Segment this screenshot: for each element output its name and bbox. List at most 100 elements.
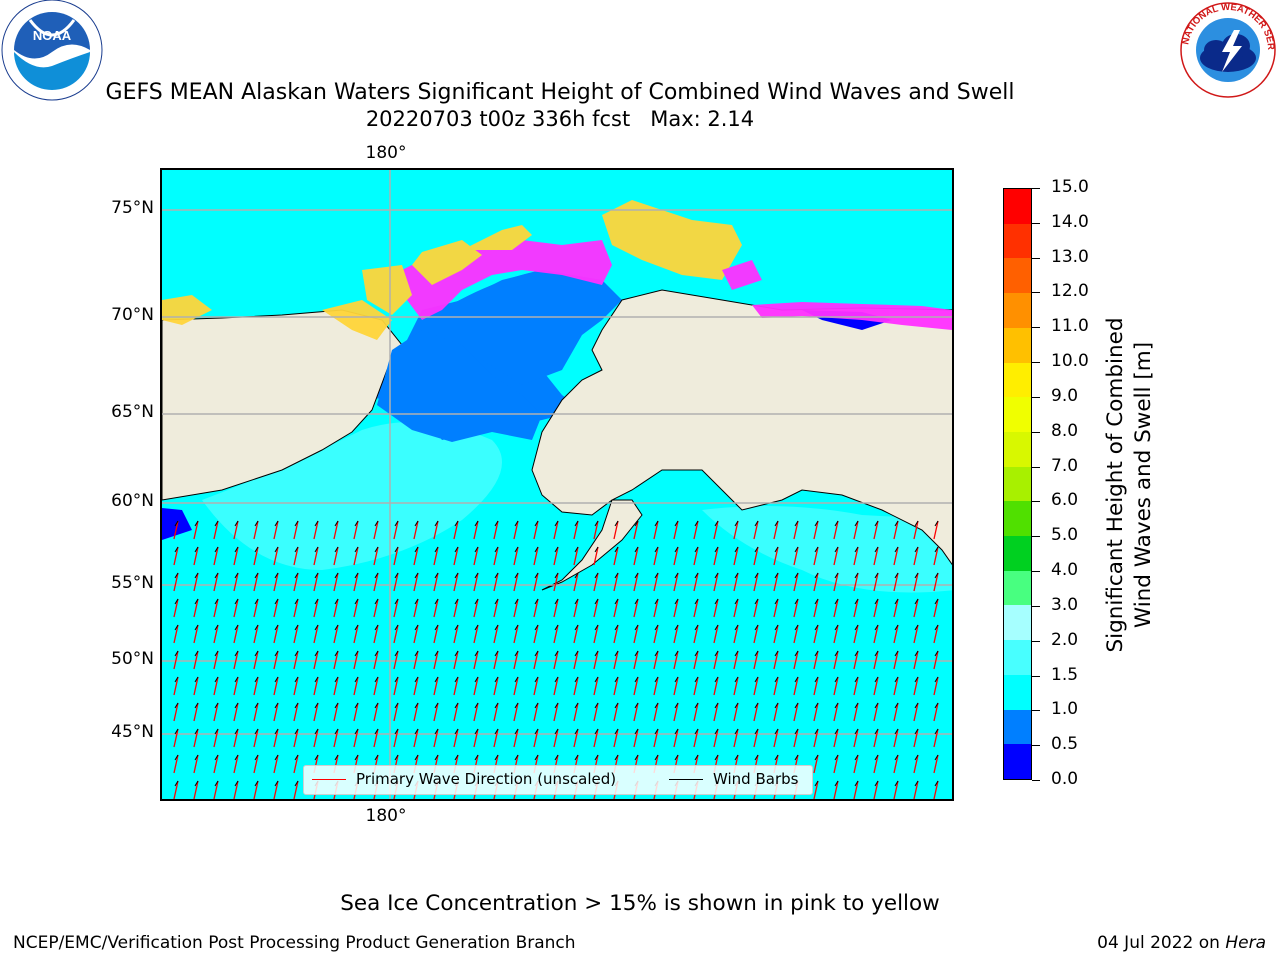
- wind-barb: [674, 572, 679, 579]
- wind-barb: [794, 728, 799, 735]
- wind-barb: [294, 650, 299, 657]
- wind-barb: [434, 546, 439, 553]
- wave-direction-arrow: [613, 702, 619, 722]
- wave-direction-arrow: [913, 572, 919, 592]
- wave-direction-arrow: [633, 598, 639, 618]
- wind-barb: [454, 520, 459, 527]
- wave-direction-arrow: [473, 624, 479, 644]
- wave-direction-arrow: [493, 546, 499, 566]
- wave-direction-arrow: [373, 676, 379, 696]
- wave-direction-arrows: [173, 520, 939, 799]
- wave-direction-arrow: [773, 520, 779, 540]
- wave-direction-arrow: [673, 598, 679, 618]
- wind-barb: [794, 624, 799, 631]
- legend-swatch-wave-direction: [312, 779, 346, 780]
- grid-lines: [162, 170, 952, 799]
- wind-barb: [714, 650, 719, 657]
- wind-barb: [454, 598, 459, 605]
- wind-barb: [394, 728, 399, 735]
- wind-barb: [774, 728, 779, 735]
- wave-direction-arrow: [213, 572, 219, 592]
- wind-barb: [934, 676, 939, 683]
- colorbar-tick-label: 12.0: [1051, 281, 1089, 302]
- wind-barb: [614, 650, 619, 657]
- wave-direction-arrow: [893, 702, 899, 722]
- wind-barb: [294, 754, 299, 761]
- colorbar-title-line2: Wind Waves and Swell [m]: [1131, 341, 1156, 629]
- wind-barb: [434, 520, 439, 527]
- wave-direction-arrow: [593, 702, 599, 722]
- wave-direction-arrow: [193, 572, 199, 592]
- wind-barb: [734, 546, 739, 553]
- wind-barb: [774, 650, 779, 657]
- wave-direction-arrow: [553, 598, 559, 618]
- wave-direction-arrow: [853, 598, 859, 618]
- wave-direction-arrow: [273, 702, 279, 722]
- wind-barb: [874, 650, 879, 657]
- wind-barb: [334, 754, 339, 761]
- wind-barb: [754, 728, 759, 735]
- wind-barb: [214, 624, 219, 631]
- wave-direction-arrow: [573, 624, 579, 644]
- wind-barb: [414, 598, 419, 605]
- wind-barb: [234, 546, 239, 553]
- wind-barb: [174, 676, 179, 683]
- wave-direction-arrow: [573, 520, 579, 540]
- wave-direction-arrow: [433, 624, 439, 644]
- wind-barb: [834, 598, 839, 605]
- wind-barb: [934, 780, 939, 787]
- wind-barb: [594, 676, 599, 683]
- wind-barb: [534, 546, 539, 553]
- wind-barb: [314, 624, 319, 631]
- wind-barb: [714, 702, 719, 709]
- wave-direction-arrow: [493, 598, 499, 618]
- wind-barb: [254, 520, 259, 527]
- wave-direction-arrow: [713, 650, 719, 670]
- wave-direction-arrow: [393, 728, 399, 748]
- wave-direction-arrow: [733, 702, 739, 722]
- wind-barb: [414, 754, 419, 761]
- colorbar-segment: [1004, 640, 1031, 675]
- lat-label-75: 75°N: [111, 198, 154, 218]
- wind-barb: [394, 754, 399, 761]
- wave-direction-arrow: [473, 650, 479, 670]
- wind-barb: [474, 546, 479, 553]
- wind-barb: [194, 624, 199, 631]
- wave-direction-arrow: [253, 598, 259, 618]
- wind-barb: [554, 754, 559, 761]
- wind-barb: [734, 754, 739, 761]
- wave-direction-arrow: [713, 572, 719, 592]
- wave-direction-arrow: [893, 728, 899, 748]
- wave-direction-arrow: [433, 520, 439, 540]
- wave-direction-arrow: [933, 780, 939, 799]
- wave-direction-arrow: [693, 598, 699, 618]
- wind-barb: [414, 676, 419, 683]
- wind-barb: [914, 754, 919, 761]
- wave-direction-arrow: [513, 598, 519, 618]
- wave-direction-arrow: [813, 728, 819, 748]
- wind-barb: [214, 780, 219, 787]
- wave-direction-arrow: [213, 598, 219, 618]
- wave-direction-arrow: [473, 676, 479, 696]
- wave-direction-arrow: [233, 520, 239, 540]
- wave-direction-arrow: [353, 650, 359, 670]
- wind-barb: [394, 572, 399, 579]
- wind-barb: [934, 650, 939, 657]
- wind-barb: [214, 546, 219, 553]
- wave-direction-arrow: [353, 572, 359, 592]
- wind-barb: [494, 520, 499, 527]
- wind-barb: [434, 728, 439, 735]
- wave-direction-arrow: [633, 572, 639, 592]
- wave-direction-arrow: [313, 728, 319, 748]
- wind-barb: [574, 728, 579, 735]
- wind-barb: [234, 676, 239, 683]
- wave-direction-arrow: [233, 598, 239, 618]
- wave-direction-arrow: [213, 728, 219, 748]
- wave-direction-arrow: [933, 572, 939, 592]
- chart-subtitle: 20220703 t00z 336h fcst Max: 2.14: [365, 107, 755, 131]
- wind-barb: [254, 754, 259, 761]
- wave-direction-arrow: [213, 650, 219, 670]
- wind-barb: [894, 572, 899, 579]
- wind-barb: [174, 702, 179, 709]
- wave-direction-arrow: [853, 572, 859, 592]
